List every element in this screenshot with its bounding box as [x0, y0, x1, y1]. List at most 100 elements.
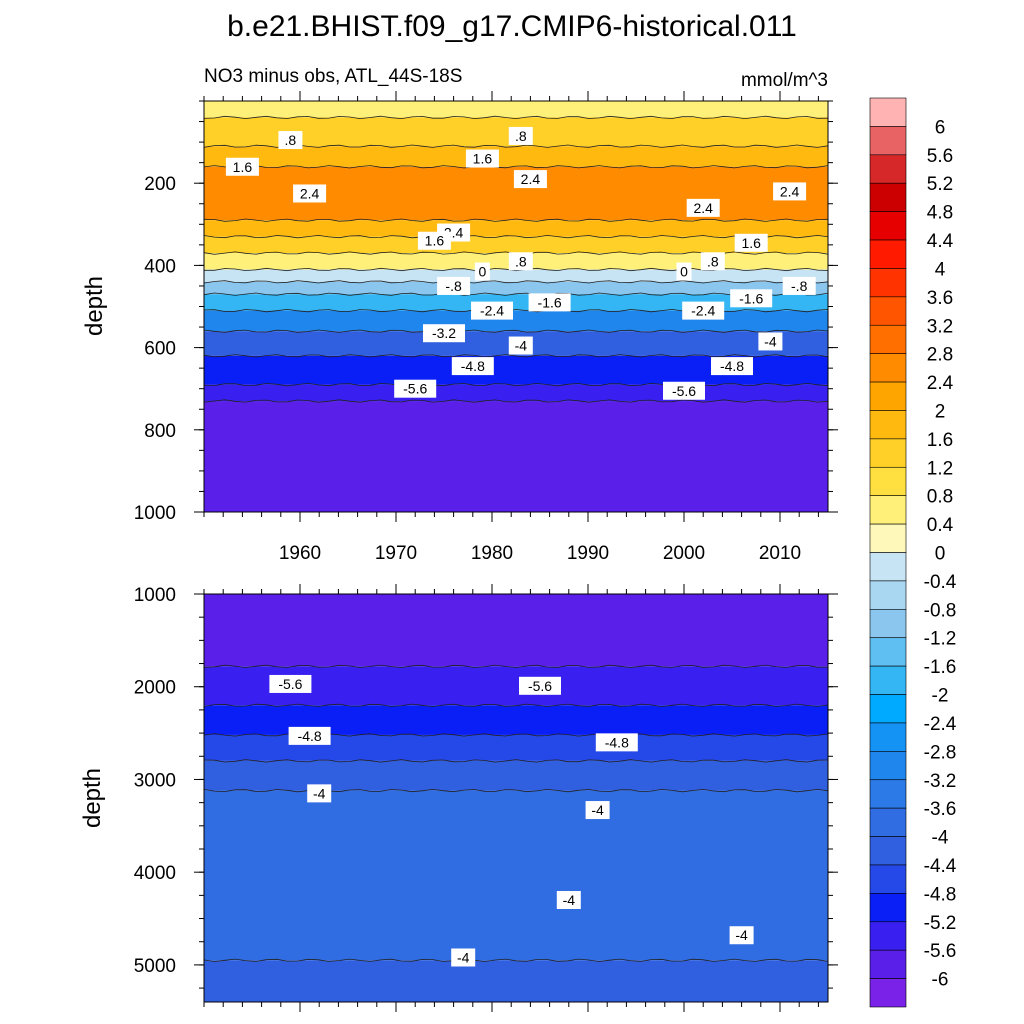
depth-band [204, 281, 828, 295]
colorbar-label: -6 [932, 970, 949, 991]
contour-label-text: -4 [313, 785, 326, 801]
colorbar-bin [869, 466, 907, 496]
contour-line [203, 329, 829, 333]
contour-label: 2.4 [513, 170, 547, 189]
colorbar-bin [869, 580, 907, 610]
colorbar-bin [869, 921, 907, 951]
depth-band [204, 101, 828, 118]
contour-label-box [417, 231, 451, 250]
contour-label-box [663, 381, 705, 400]
contour-label-box [451, 948, 476, 967]
contour-label-box [471, 301, 513, 320]
colorbar-label: -5.6 [924, 941, 957, 962]
contour-line [203, 234, 829, 239]
contour-label-text: -4 [515, 338, 528, 354]
upper-panel: NO3 minus obs, ATL_44S-18S mmol/m^3 200 4… [81, 66, 838, 564]
contour-label-box [508, 252, 533, 271]
contour-label: .8 [700, 252, 725, 271]
contour-label: -.8 [437, 276, 471, 295]
colorbar-bin [869, 978, 907, 1008]
contour-label: -3.2 [423, 324, 465, 343]
contour-label-text: 0 [680, 264, 688, 280]
contour-label-box [451, 357, 494, 376]
contour-line [203, 292, 829, 296]
y-tick-label: 200 [144, 174, 176, 195]
contour-label-text: -4 [735, 927, 748, 943]
contour-label-box [686, 198, 720, 217]
x-tick-label: 2000 [663, 543, 705, 564]
colorbar-label: 2 [935, 401, 946, 422]
colorbar-label: -4 [932, 828, 949, 849]
colorbar-label: 4.8 [927, 203, 953, 224]
contour-label-box [278, 131, 303, 150]
contour-label-text: 1.6 [473, 151, 493, 167]
contour-label-text: -4 [563, 892, 576, 908]
colorbar-label: 3.2 [927, 316, 953, 337]
contour-label-text: 2.4 [780, 183, 800, 199]
colorbar-bin [869, 751, 907, 781]
contour-label: -5.6 [394, 379, 437, 398]
colorbar-bin [869, 609, 907, 639]
colorbar-bin [869, 694, 907, 724]
colorbar-label: -2.8 [924, 742, 957, 763]
depth-band [204, 960, 828, 1002]
colorbar-bin [869, 324, 907, 354]
colorbar-bin [869, 182, 907, 212]
contour-label-text: -2.4 [480, 303, 504, 319]
contour-label-text: -4 [457, 949, 470, 965]
contour-label-box [682, 301, 725, 320]
colorbar-label: 1.2 [927, 458, 953, 479]
contour-label: -1.6 [528, 293, 571, 312]
contour-label-text: -.8 [791, 278, 808, 294]
contour-line [203, 958, 829, 962]
colorbar-label: -2 [932, 686, 949, 707]
colorbar-bin [869, 97, 907, 127]
contour-label-box [307, 784, 332, 803]
contour-label-box [711, 357, 753, 376]
contour-label: -4 [451, 948, 476, 967]
depth-band [204, 790, 828, 961]
y-tick-label: 2000 [134, 678, 176, 699]
depth-band [204, 310, 828, 332]
contour-label-text: -1.6 [739, 290, 763, 306]
contour-label: .8 [508, 252, 533, 271]
contour-label-box [773, 182, 807, 201]
colorbar-label: 5.6 [927, 146, 953, 167]
contour-label: 2.4 [773, 182, 807, 201]
colorbar-label: 3.6 [927, 288, 953, 309]
depth-band [204, 269, 828, 282]
colorbar-label: 4.4 [927, 231, 954, 252]
contour-label-text: -3.2 [432, 325, 456, 341]
contour-line [203, 759, 829, 763]
contour-label-text: -2.4 [691, 303, 715, 319]
colorbar-label: -0.8 [924, 600, 957, 621]
contour-line [203, 144, 829, 148]
colorbar-bin [869, 807, 907, 837]
contour-label-box [423, 324, 465, 343]
contour-label: -5.6 [663, 381, 705, 400]
colorbar-bin [869, 836, 907, 866]
contour-label-text: -5.6 [528, 678, 552, 694]
upper-subtitle: NO3 minus obs, ATL_44S-18S [204, 66, 462, 87]
colorbar-label: -0.4 [924, 572, 957, 593]
contour-label-text: 1.6 [233, 159, 253, 175]
contour-label: -1.6 [730, 289, 773, 308]
contour-line [203, 115, 829, 120]
colorbar-label: -1.2 [924, 629, 957, 650]
y-tick-label: 5000 [134, 956, 176, 977]
depth-band [204, 236, 828, 254]
contour-label: -4.8 [451, 357, 494, 376]
contour-label-box [556, 891, 581, 909]
contour-label: -4 [585, 801, 610, 820]
colorbar-bin [869, 268, 907, 298]
colorbar-label: 4 [935, 259, 946, 280]
colorbar-bin [869, 665, 907, 695]
y-tick-label: 4000 [134, 863, 176, 884]
contour-label: -4.8 [711, 357, 753, 376]
contour-label-text: -4.8 [720, 358, 744, 374]
contour-line [203, 703, 829, 707]
colorbar: 6 5.6 5.2 4.8 4.4 4 3.6 3.2 2.8 2.4 2 1.6 1.2 0.8 0.4 0… [869, 97, 957, 1008]
colorbar-bin [869, 552, 907, 582]
contour-label-box [519, 676, 561, 695]
